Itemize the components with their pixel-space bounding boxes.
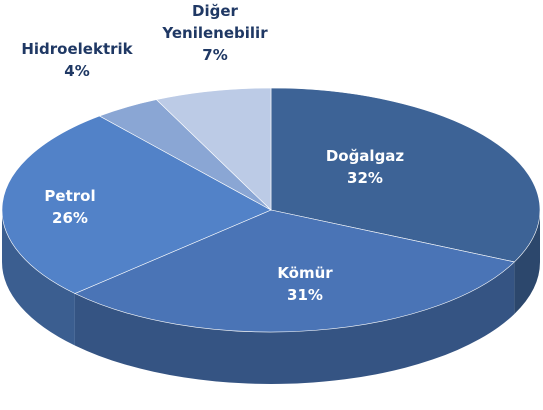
slice [74,209,516,333]
slice-side [74,261,515,384]
label-value: 31% [287,286,323,304]
data-label: Petrol 26% [10,185,130,229]
label-name: Doğalgaz [325,147,405,165]
label-value: 32% [347,169,383,187]
label-name: Petrol [44,187,96,205]
slice [155,87,272,211]
slice-side [514,210,540,314]
label-value: 7% [202,46,228,64]
slice [1,115,272,294]
data-label: Diğer Yenilenebilir 7% [145,0,285,66]
label-name: Hidroelektrik [21,40,133,58]
data-label: Hidroelektrik 4% [2,38,152,82]
slice-side [2,210,75,346]
label-value: 26% [52,209,88,227]
data-label: Doğalgaz 32% [300,145,430,189]
label-name: Diğer Yenilenebilir [162,2,268,42]
slice [270,87,541,263]
data-label: Kömür 31% [240,262,370,306]
label-name: Kömür [277,264,333,282]
label-value: 4% [64,62,90,80]
